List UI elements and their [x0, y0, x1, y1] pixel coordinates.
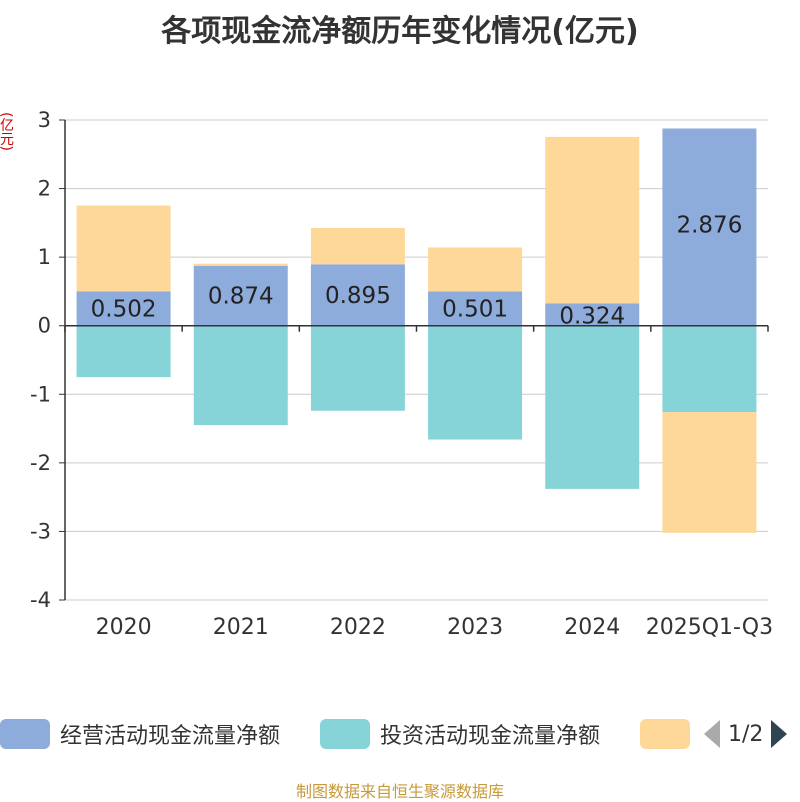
bar-series2-2024: [545, 136, 640, 304]
data-label: 0.502: [91, 297, 157, 323]
axes: [59, 119, 769, 601]
x-tick-label: 2021: [213, 615, 269, 640]
legend-page-indicator: 1/2: [728, 721, 764, 747]
bar-series0-2020: [76, 291, 171, 326]
y-tick-label: -1: [30, 382, 51, 406]
x-tick-label: 2022: [330, 615, 386, 640]
bar-series2-2020: [76, 205, 171, 292]
bar-series2-2021: [193, 263, 288, 266]
data-label: 0.324: [559, 304, 625, 330]
bar-chart: 3 2 1 0 -1 -2 -3 -4 2020 0.502 2021 0.874 2022 0.895 2…: [30, 108, 773, 640]
data-label: 0.874: [208, 284, 274, 310]
bar-series1-2025Q1-Q3: [662, 325, 757, 413]
x-tick-label: 2023: [447, 615, 503, 640]
bars: [76, 128, 757, 533]
bar-series0-2024: [545, 303, 640, 326]
data-label: 0.895: [325, 283, 391, 309]
legend-label-operating: 经营活动现金流量净额: [60, 724, 281, 749]
chart-title: 各项现金流净额历年变化情况(亿元): [161, 14, 639, 49]
x-tick-label: 2024: [564, 615, 620, 640]
legend-swatch-financing: [640, 719, 690, 749]
bar-series1-2024: [545, 325, 640, 489]
legend-swatch-operating: [0, 719, 50, 749]
bar-series0-2022: [310, 264, 405, 326]
bar-series1-2023: [428, 325, 523, 440]
y-tick-label: 3: [38, 108, 51, 132]
y-tick-label: 2: [38, 177, 51, 201]
bar-series1-2021: [193, 325, 288, 426]
bar-series0-2023: [428, 291, 523, 326]
legend: 经营活动现金流量净额 投资活动现金流量净额: [0, 716, 800, 752]
labels: 3 2 1 0 -1 -2 -3 -4 2020 0.502 2021 0.874 2022 0.895 2…: [30, 108, 773, 640]
y-tick-label: -2: [30, 451, 51, 475]
y-axis-unit: (亿元): [0, 112, 14, 151]
y-tick-label: 0: [38, 314, 51, 338]
data-label: 2.876: [676, 213, 742, 239]
bar-series0-2025Q1-Q3: [662, 128, 757, 326]
bar-series1-2022: [310, 325, 405, 411]
y-tick-label: 1: [38, 245, 51, 269]
x-tick-label: 2020: [96, 615, 152, 640]
y-tick-label: -4: [30, 588, 51, 612]
bar-series2-2025Q1-Q3: [662, 412, 757, 533]
data-label: 0.501: [442, 297, 508, 323]
x-tick-label: 2025Q1-Q3: [646, 615, 773, 640]
legend-item-operating[interactable]: 经营活动现金流量净额: [0, 716, 280, 752]
legend-prev-page-icon[interactable]: [704, 720, 720, 748]
bar-series2-2023: [428, 247, 523, 292]
legend-swatch-investing: [320, 719, 370, 749]
legend-pager: 1/2: [700, 716, 800, 752]
legend-next-page-icon[interactable]: [771, 720, 788, 748]
legend-item-financing[interactable]: [640, 716, 690, 752]
data-source-note: 制图数据来自恒生聚源数据库: [295, 782, 504, 801]
legend-label-investing: 投资活动现金流量净额: [380, 724, 601, 749]
bar-series1-2020: [76, 325, 171, 378]
y-tick-label: -3: [30, 519, 51, 543]
bar-series0-2021: [193, 265, 288, 326]
bar-series2-2022: [310, 228, 405, 265]
legend-item-investing[interactable]: 投资活动现金流量净额: [320, 716, 600, 752]
